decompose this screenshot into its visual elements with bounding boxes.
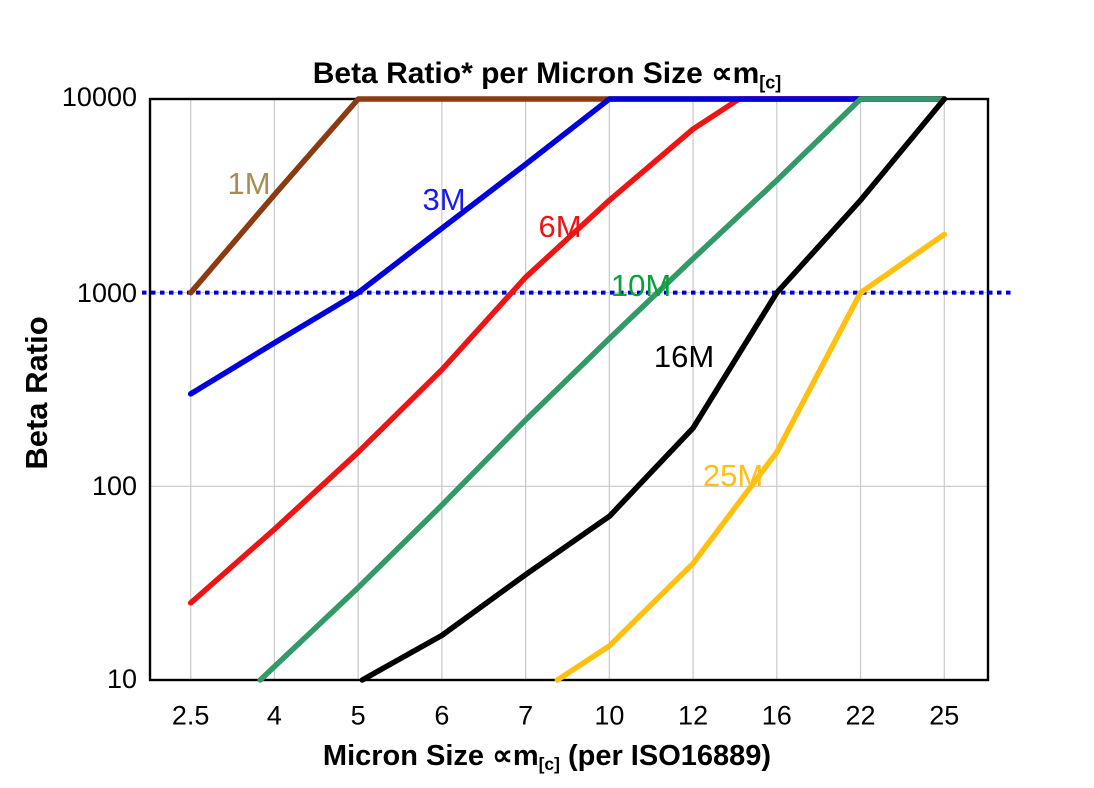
series-label-1M: 1M xyxy=(227,166,271,201)
chart-title: Beta Ratio* per Micron Size ∝m[c] xyxy=(0,55,1094,93)
chart-title-subscript: [c] xyxy=(759,72,782,93)
x-tick-label-6: 6 xyxy=(434,700,450,731)
y-tick-label-10000: 10000 xyxy=(61,82,137,112)
proportional-m-symbol: ∝m xyxy=(492,740,539,772)
series-label-16M: 16M xyxy=(653,339,715,374)
chart-title-text: Beta Ratio* per Micron Size xyxy=(312,57,712,90)
x-axis-title-suffix: (per ISO16889) xyxy=(559,740,772,772)
series-label-10M: 10M xyxy=(610,268,672,303)
series-label-6M: 6M xyxy=(538,209,582,244)
x-tick-label-16: 16 xyxy=(761,700,792,731)
x-tick-label-10: 10 xyxy=(594,700,625,731)
y-tick-label-100: 100 xyxy=(91,471,137,501)
series-line-16M xyxy=(359,96,948,683)
x-axis-title: Micron Size ∝m[c] (per ISO16889) xyxy=(0,737,1094,775)
series-label-25M: 25M xyxy=(702,458,764,493)
proportional-m-symbol: ∝m xyxy=(711,57,760,90)
x-tick-label-22: 22 xyxy=(845,700,876,731)
series-line-10M xyxy=(257,96,948,683)
series-line-3M xyxy=(187,96,948,397)
x-tick-label-5: 5 xyxy=(350,700,366,731)
x-tick-label-25: 25 xyxy=(929,700,960,731)
x-tick-label-12: 12 xyxy=(678,700,709,731)
y-tick-label-1000: 1000 xyxy=(76,278,137,308)
x-axis-title-text: Micron Size xyxy=(322,740,493,772)
x-tick-label-7: 7 xyxy=(518,700,534,731)
series-line-6M xyxy=(187,96,948,606)
plot-frame xyxy=(148,97,990,682)
x-tick-label-4: 4 xyxy=(266,700,282,731)
y-tick-label-10: 10 xyxy=(106,664,137,694)
series-line-25M xyxy=(554,231,948,683)
y-axis-title-text: Beta Ratio xyxy=(19,316,54,470)
series-label-3M: 3M xyxy=(422,182,466,217)
x-tick-label-2.5: 2.5 xyxy=(171,700,210,731)
x-axis-title-subscript: [c] xyxy=(538,754,560,775)
